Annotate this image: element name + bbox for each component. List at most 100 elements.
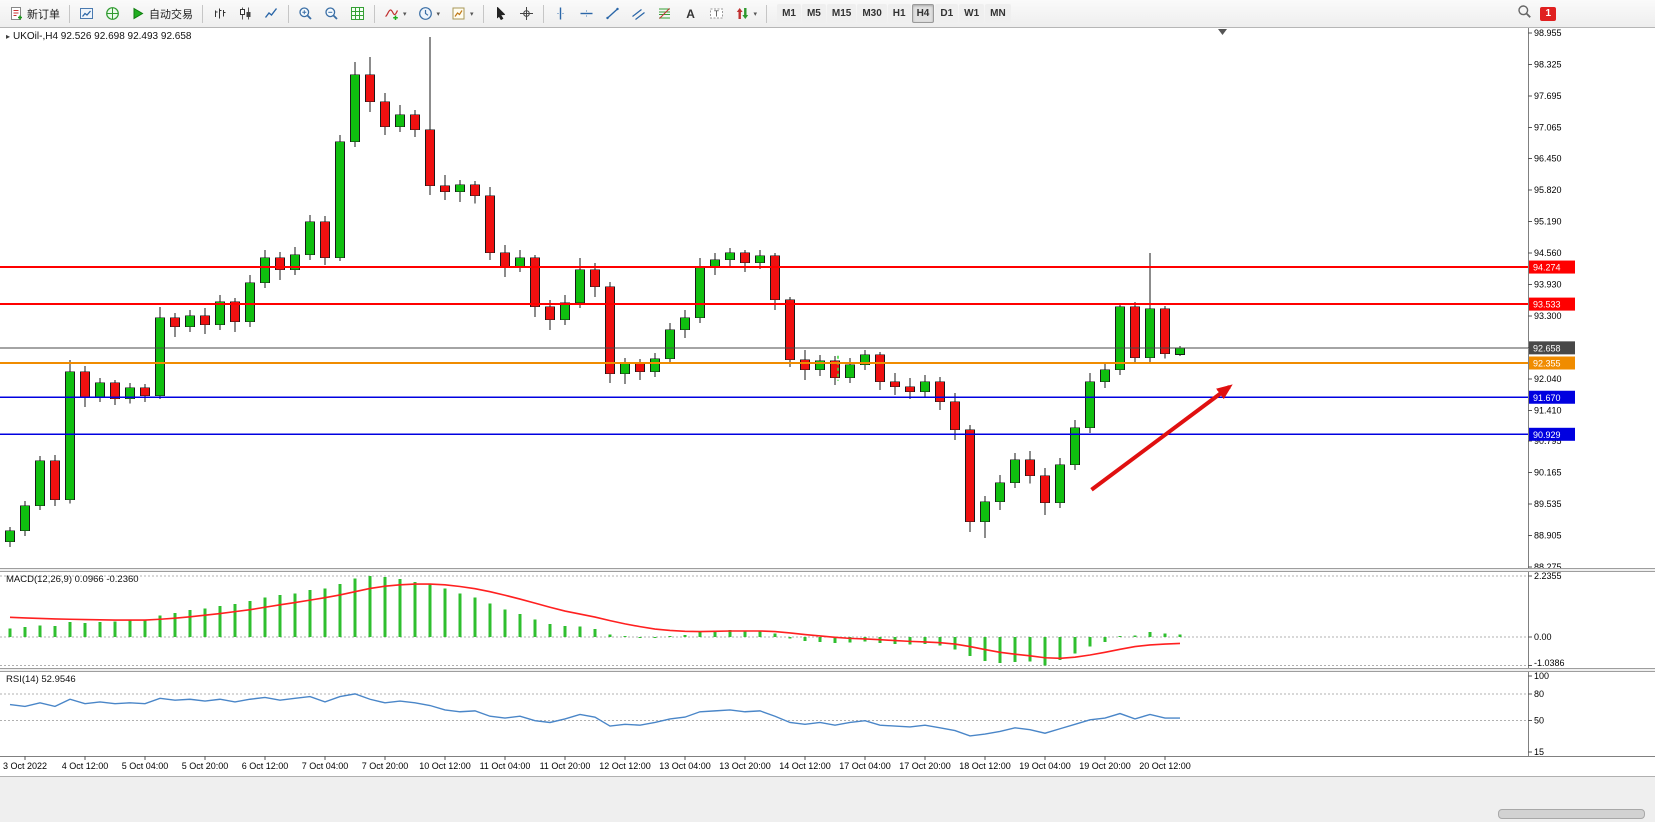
price-axis-label: 92.040 [1534,374,1562,384]
trend-arrow-annotation[interactable] [1090,384,1233,492]
line-chart-button[interactable] [259,3,284,25]
trendline-icon [605,6,620,21]
timeframe-w1[interactable]: W1 [959,4,985,23]
crosshair-button[interactable] [514,3,539,25]
price-axis[interactable]: 98.955 98.325 97.695 97.065 96.450 95.820 95.1… [1528,28,1562,572]
horizontal-lines[interactable] [0,266,1528,436]
label-icon: T [709,6,724,21]
timeframe-toolbar: M1 M5 M15 M30 H1 H4 D1 W1 MN [777,4,1011,23]
time-axis[interactable]: 3 Oct 2022 4 Oct 12:00 5 Oct 04:00 5 Oct 20… [0,756,1655,771]
zoom-out-icon [324,6,339,21]
cursor-button[interactable] [488,3,513,25]
timeframe-m5[interactable]: M5 [801,4,826,23]
toolbar-separator [482,4,484,23]
navigator-icon [105,6,120,21]
time-axis-label: 12 Oct 12:00 [599,761,651,771]
price-axis-label: 90.165 [1534,468,1562,478]
auto-trading-button[interactable]: 自动交易 [126,3,198,25]
candlestick-chart[interactable]: 98.955 98.325 97.695 97.065 96.450 95.820 95.1… [0,28,1655,776]
candles [5,36,1185,547]
line-chart-icon [264,6,279,21]
arrows-icon [735,6,750,21]
timeframe-d1[interactable]: D1 [935,4,959,23]
price-axis-label: 93.300 [1534,311,1562,321]
window-separator[interactable] [0,568,1655,572]
time-axis-label: 11 Oct 04:00 [480,761,531,771]
chevron-down-icon: ▾ [436,10,441,18]
price-axis-label: 96.450 [1534,153,1562,163]
market-watch-button[interactable] [74,3,99,25]
notification-badge[interactable]: 1 [1540,6,1556,21]
time-axis-label: 13 Oct 20:00 [719,761,771,771]
text-button[interactable]: A [678,3,703,25]
macd-panel: 2.2355 0.00 -1.0386 [0,571,1565,668]
zoom-out-button[interactable] [319,3,344,25]
new-order-button-label: 新订单 [27,8,60,21]
timeframe-m30[interactable]: M30 [857,4,887,23]
time-axis-label: 6 Oct 12:00 [242,761,289,771]
horizontal-scrollbar-thumb[interactable] [1498,809,1645,819]
chevron-down-icon: ▾ [753,10,758,18]
candlestick-button[interactable] [233,3,258,25]
time-axis-label: 20 Oct 12:00 [1139,761,1191,771]
price-axis-label: 98.955 [1534,28,1562,38]
time-axis-label: 7 Oct 20:00 [362,761,409,771]
tile-windows-button[interactable] [345,3,370,25]
price-tag-93.533: 93.533 [1533,300,1561,310]
time-axis-label: 14 Oct 12:00 [779,761,831,771]
rsi-axis-label: 50 [1534,716,1544,726]
rsi-axis-label: 80 [1534,689,1544,699]
svg-text:T: T [714,10,719,19]
chart-shift-marker [1218,29,1227,35]
time-axis-label: 17 Oct 20:00 [899,761,951,771]
timeframe-m15[interactable]: M15 [826,4,857,23]
toolbar-separator [766,4,768,23]
time-axis-label: 11 Oct 20:00 [540,761,591,771]
periods-button[interactable]: ▾ [413,3,446,25]
zoom-in-button[interactable] [293,3,318,25]
fibonacci-button[interactable] [652,3,677,25]
cursor-icon [493,6,508,21]
price-axis-label: 97.695 [1534,91,1562,101]
vertical-line-button[interactable] [548,3,573,25]
price-axis-label: 88.905 [1534,531,1562,541]
timeframe-m1[interactable]: M1 [777,4,801,23]
timeframe-h4[interactable]: H4 [911,4,935,23]
indicators-button[interactable]: ▾ [379,3,412,25]
timeframe-h1[interactable]: H1 [887,4,911,23]
time-axis-label: 5 Oct 04:00 [122,761,169,771]
bar-chart-button[interactable] [207,3,232,25]
macd-axis-label: 2.2355 [1534,571,1562,581]
rsi-line [9,693,1181,737]
time-axis-label: 10 Oct 12:00 [419,761,471,771]
templates-button[interactable]: ▾ [446,3,479,25]
channel-button[interactable] [626,3,651,25]
navigator-button[interactable] [100,3,125,25]
channel-icon [631,6,646,21]
arrows-button[interactable]: ▾ [730,3,763,25]
chevron-down-icon: ▾ [470,10,474,18]
search-icon[interactable] [1517,4,1532,24]
timeframe-mn[interactable]: MN [985,4,1011,23]
auto-trading-button-label: 自动交易 [149,8,193,21]
candlestick-icon [238,6,253,21]
time-axis-label: 17 Oct 04:00 [839,761,891,771]
trendline-button[interactable] [600,3,625,25]
time-axis-label: 19 Oct 04:00 [1019,761,1071,771]
toolbar: 新订单 自动交易 ▾ ▾ ▾ A T ▾ M1 M5 M15 M30 H1 H4 D1 W1 MN 1 [0,0,1655,28]
window-separator[interactable] [0,668,1655,672]
new-order-button[interactable]: 新订单 [4,3,65,25]
time-axis-label: 19 Oct 20:00 [1079,761,1131,771]
price-axis-label: 95.190 [1534,216,1562,226]
toolbar-separator [374,4,375,23]
horizontal-line-button[interactable] [574,3,599,25]
auto-trading-icon [131,6,146,21]
time-axis-label: 18 Oct 12:00 [959,761,1011,771]
periods-icon [418,6,433,21]
label-button[interactable]: T [704,3,729,25]
macd-axis-label: 0.00 [1534,632,1552,642]
chevron-down-icon: ▾ [403,10,407,18]
price-tag-92.355: 92.355 [1533,359,1561,369]
toolbar-separator [288,4,289,23]
price-axis-label: 89.535 [1534,499,1562,509]
